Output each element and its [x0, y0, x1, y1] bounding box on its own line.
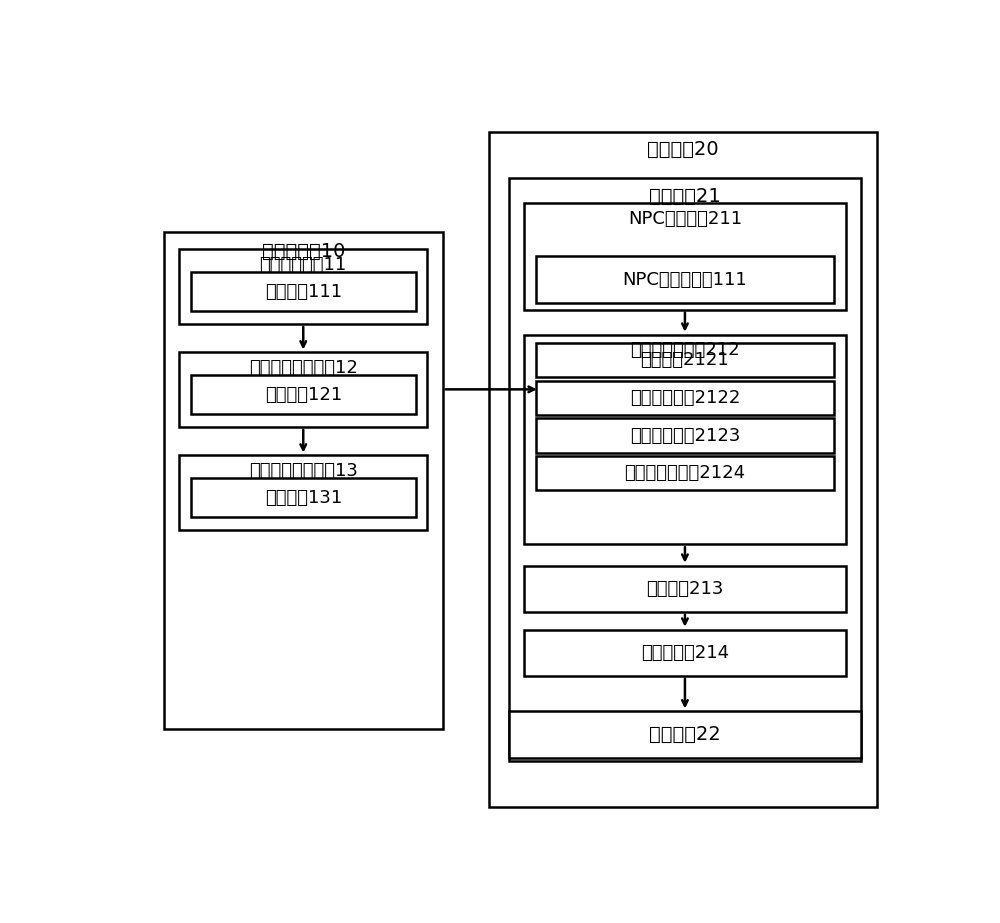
Bar [179, 455, 427, 530]
Text: 交互单元20: 交互单元20 [647, 140, 719, 160]
Text: 方向控制模块2123: 方向控制模块2123 [630, 426, 740, 445]
Bar [536, 381, 834, 415]
Text: 信息收集模块2122: 信息收集模块2122 [630, 389, 740, 407]
Bar [509, 178, 861, 761]
Bar [524, 335, 846, 545]
Text: 显示单元22: 显示单元22 [649, 725, 721, 744]
Text: 分析模块2121: 分析模块2121 [641, 352, 729, 369]
Text: 运动环境111: 运动环境111 [265, 282, 342, 301]
Bar [536, 257, 834, 303]
Bar [191, 478, 416, 517]
Bar [524, 566, 846, 612]
Bar [191, 375, 416, 414]
Bar [509, 712, 861, 758]
Text: 动作控制模块㈒2124: 动作控制模块㈒2124 [624, 464, 746, 482]
Text: NPC控制模块211: NPC控制模块211 [628, 210, 742, 228]
Text: 球控制模块214: 球控制模块214 [641, 643, 729, 662]
Bar [179, 249, 427, 324]
Bar [191, 272, 416, 311]
Bar [536, 418, 834, 452]
Text: 环境设置模块11: 环境设置模块11 [260, 256, 347, 274]
Text: 初始化单元10: 初始化单元10 [262, 242, 345, 261]
Text: 虚拟人物创建模块12: 虚拟人物创建模块12 [249, 359, 358, 377]
Bar [524, 203, 846, 310]
Bar [536, 456, 834, 490]
Text: NPC控制子模块111: NPC控制子模块111 [623, 270, 747, 289]
Text: 裁判模块213: 裁判模块213 [646, 580, 724, 598]
Text: 虚拟人物121: 虚拟人物121 [265, 386, 342, 403]
Bar [164, 232, 443, 729]
Text: 使用者控制模块212: 使用者控制模块212 [630, 342, 740, 359]
Text: 控制区域131: 控制区域131 [265, 489, 342, 507]
Bar [179, 353, 427, 427]
Text: 控制单元21: 控制单元21 [649, 186, 721, 206]
Bar [489, 132, 877, 808]
Bar [524, 629, 846, 676]
Bar [536, 343, 834, 378]
Text: 控制区域设置模块13: 控制区域设置模块13 [249, 462, 358, 480]
